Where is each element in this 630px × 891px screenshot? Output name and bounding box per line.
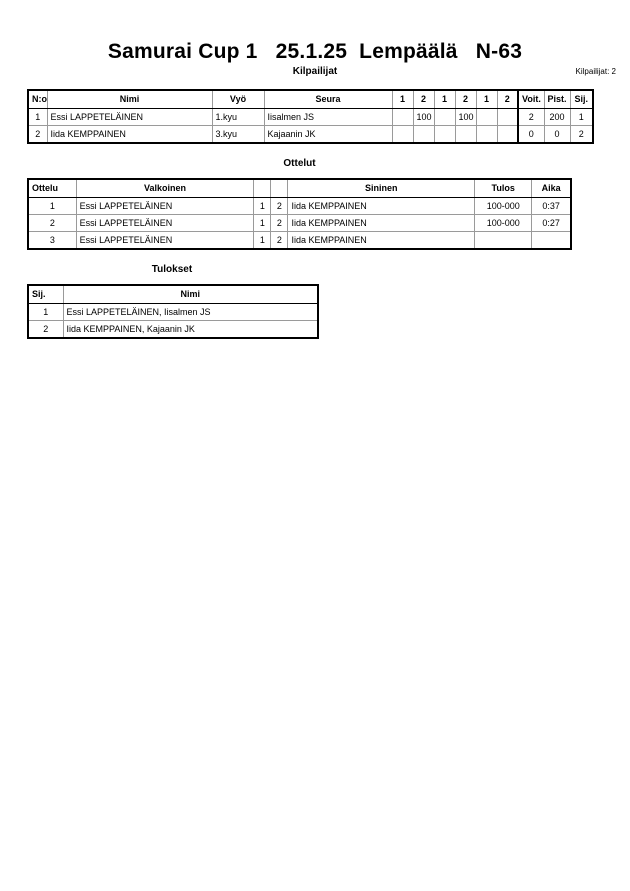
- cell-nimi: Iida KEMPPAINEN: [46, 125, 213, 144]
- cell-no: 2: [27, 125, 48, 144]
- table-row: 2 Iida KEMPPAINEN, Kajaanin JK: [27, 320, 319, 339]
- cell-aika: 0:27: [531, 214, 572, 232]
- cell-match-1: [391, 108, 414, 126]
- cell-sininen: Iida KEMPPAINEN: [287, 197, 476, 215]
- table-row: 2 Iida KEMPPAINEN 3.kyu Kajaanin JK 0 0 …: [27, 125, 594, 144]
- col-header-match-5: 1: [475, 89, 498, 109]
- cell-seura: Iisalmen JS: [263, 108, 393, 126]
- col-header-sij: Sij.: [569, 89, 594, 109]
- col-header-vyo: Vyö: [211, 89, 265, 109]
- col-header-match-6: 2: [496, 89, 519, 109]
- cell-match-1: [391, 125, 414, 144]
- cell-sininen: Iida KEMPPAINEN: [287, 214, 476, 232]
- col-header-match-3: 1: [433, 89, 456, 109]
- cell-tulos: 100-000: [474, 214, 533, 232]
- col-header-pist: Pist.: [543, 89, 571, 109]
- cell-match-6: [496, 108, 519, 126]
- table-row: 3 Essi LAPPETELÄINEN 1 2 Iida KEMPPAINEN: [27, 231, 572, 250]
- cell-match-5: [475, 108, 498, 126]
- col-header-ottelu: Ottelu: [27, 178, 77, 198]
- cell-ottelu: 3: [27, 231, 77, 250]
- cell-valkoinen: Essi LAPPETELÄINEN: [75, 214, 255, 232]
- col-header-nimi: Nimi: [46, 89, 213, 109]
- cell-match-3: [433, 108, 456, 126]
- cell-nimi: Essi LAPPETELÄINEN: [46, 108, 213, 126]
- page-title: Samurai Cup 1 25.1.25 Lempäälä N-63: [107, 40, 523, 63]
- cell-sij: 2: [569, 125, 594, 144]
- col-header-match-1: 1: [391, 89, 414, 109]
- cell-match-2: 100: [412, 108, 435, 126]
- cell-voit: 0: [517, 125, 545, 144]
- cell-aika: 0:37: [531, 197, 572, 215]
- cell-valkoinen: Essi LAPPETELÄINEN: [75, 197, 255, 215]
- table-row: 1 Essi LAPPETELÄINEN 1.kyu Iisalmen JS 1…: [27, 108, 594, 126]
- section-caption-ottelut: Ottelut: [283, 158, 316, 169]
- matches-table: Ottelu Valkoinen Sininen Tulos Aika 1 Es…: [27, 178, 572, 250]
- cell-point-2: 2: [270, 231, 289, 250]
- table-row: 1 Essi LAPPETELÄINEN 1 2 Iida KEMPPAINEN…: [27, 197, 572, 215]
- cell-sij: 1: [569, 108, 594, 126]
- cell-vyo: 1.kyu: [211, 108, 265, 126]
- cell-point-2: 2: [270, 214, 289, 232]
- cell-nimi: Iida KEMPPAINEN, Kajaanin JK: [62, 320, 319, 339]
- col-header-valkoinen: Valkoinen: [75, 178, 255, 198]
- table-header-row: N:o Nimi Vyö Seura 1 2 1 2 1 2 Voit. Pis…: [27, 89, 594, 109]
- col-header-match-2: 2: [412, 89, 435, 109]
- col-header-sininen: Sininen: [287, 178, 476, 198]
- results-table: Sij. Nimi 1 Essi LAPPETELÄINEN, Iisalmen…: [27, 284, 319, 339]
- cell-match-5: [475, 125, 498, 144]
- cell-ottelu: 1: [27, 197, 77, 215]
- cell-point-2: 2: [270, 197, 289, 215]
- cell-tulos: 100-000: [474, 197, 533, 215]
- cell-match-2: [412, 125, 435, 144]
- table-header-row: Sij. Nimi: [27, 284, 319, 304]
- col-header-nimi: Nimi: [62, 284, 319, 304]
- cell-sij: 1: [27, 303, 64, 321]
- cell-point-1: 1: [253, 197, 272, 215]
- col-header-aika: Aika: [531, 178, 572, 198]
- col-header-point-2: [270, 178, 289, 198]
- cell-point-1: 1: [253, 214, 272, 232]
- cell-sininen: Iida KEMPPAINEN: [287, 231, 476, 250]
- section-caption-kilpailijat: Kilpailijat: [292, 66, 338, 77]
- cell-vyo: 3.kyu: [211, 125, 265, 144]
- cell-valkoinen: Essi LAPPETELÄINEN: [75, 231, 255, 250]
- cell-tulos: [474, 231, 533, 250]
- cell-no: 1: [27, 108, 48, 126]
- col-header-no: N:o: [27, 89, 48, 109]
- col-header-seura: Seura: [263, 89, 393, 109]
- table-row: 2 Essi LAPPETELÄINEN 1 2 Iida KEMPPAINEN…: [27, 214, 572, 232]
- cell-nimi: Essi LAPPETELÄINEN, Iisalmen JS: [62, 303, 319, 321]
- table-row: 1 Essi LAPPETELÄINEN, Iisalmen JS: [27, 303, 319, 321]
- cell-pist: 200: [543, 108, 571, 126]
- cell-sij: 2: [27, 320, 64, 339]
- cell-point-1: 1: [253, 231, 272, 250]
- col-header-match-4: 2: [454, 89, 477, 109]
- cell-match-4: 100: [454, 108, 477, 126]
- col-header-voit: Voit.: [517, 89, 545, 109]
- cell-voit: 2: [517, 108, 545, 126]
- cell-aika: [531, 231, 572, 250]
- cell-seura: Kajaanin JK: [263, 125, 393, 144]
- entrants-count-label: Kilpailijat: 2: [575, 67, 616, 76]
- cell-match-3: [433, 125, 456, 144]
- cell-ottelu: 2: [27, 214, 77, 232]
- section-caption-tulokset: Tulokset: [151, 264, 193, 275]
- cell-pist: 0: [543, 125, 571, 144]
- cell-match-6: [496, 125, 519, 144]
- competitors-table: N:o Nimi Vyö Seura 1 2 1 2 1 2 Voit. Pis…: [27, 89, 594, 144]
- cell-match-4: [454, 125, 477, 144]
- table-header-row: Ottelu Valkoinen Sininen Tulos Aika: [27, 178, 572, 198]
- col-header-sij: Sij.: [27, 284, 64, 304]
- col-header-point-1: [253, 178, 272, 198]
- col-header-tulos: Tulos: [474, 178, 533, 198]
